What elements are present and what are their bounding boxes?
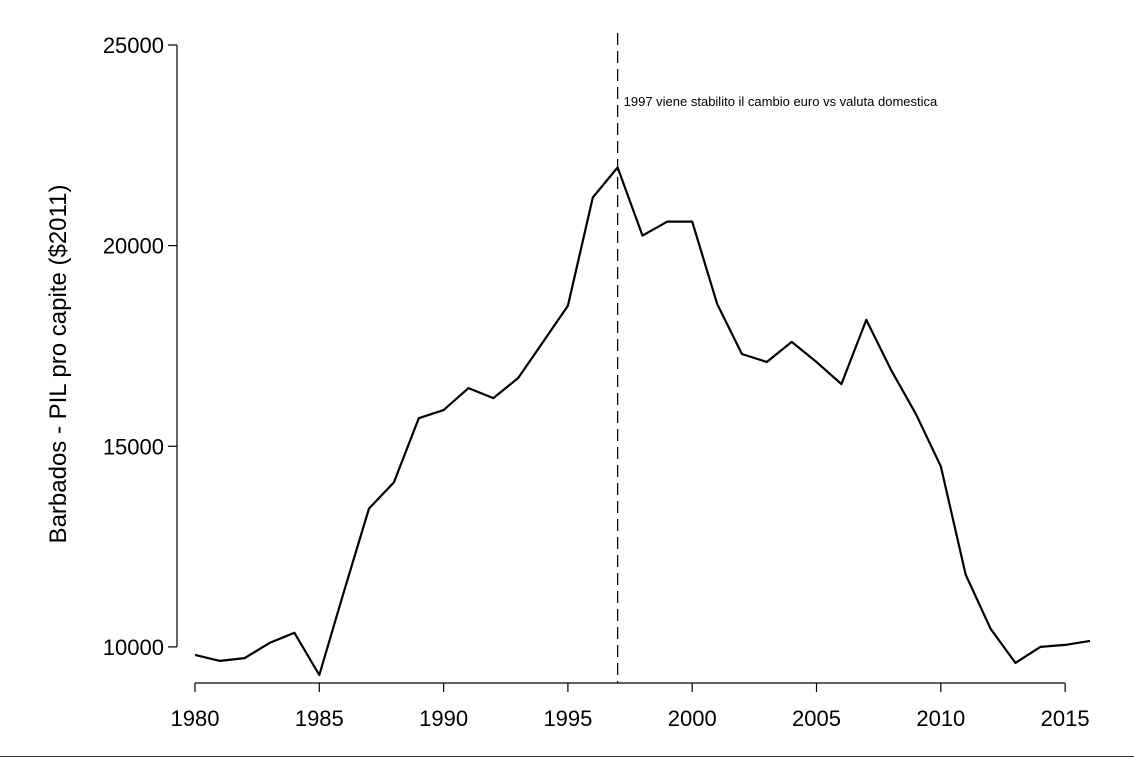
y-tick-label: 15000 (103, 434, 164, 459)
x-tick-label: 1980 (171, 706, 220, 731)
y-tick-label: 25000 (103, 33, 164, 58)
y-axis-label: Barbados - PIL pro capite ($2011) (45, 185, 72, 544)
event-annotation: 1997 viene stabilito il cambio euro vs v… (624, 94, 938, 109)
x-tick-label: 2005 (792, 706, 841, 731)
y-tick-label: 20000 (103, 234, 164, 259)
y-tick-label: 10000 (103, 635, 164, 660)
axes: 10000 15000 20000 25000 1980 1985 1990 1995 200… (103, 33, 1090, 731)
x-tick-label: 2000 (668, 706, 717, 731)
series-line-gdp-per-capita (194, 166, 1091, 677)
x-tick-label: 2015 (1041, 706, 1090, 731)
x-tick-label: 1985 (295, 706, 344, 731)
x-ticks: 1980 1985 1990 1995 2000 2005 2010 2015 (171, 683, 1090, 731)
x-tick-label: 1990 (419, 706, 468, 731)
x-tick-label: 1995 (543, 706, 592, 731)
bottom-divider (0, 756, 1134, 757)
y-ticks: 10000 15000 20000 25000 (103, 33, 177, 660)
x-tick-label: 2010 (916, 706, 965, 731)
